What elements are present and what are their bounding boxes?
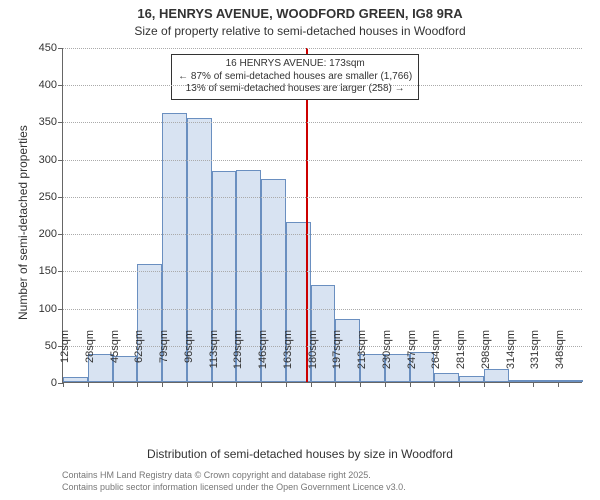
y-axis-label: Number of semi-detached properties [16,125,30,320]
chart-title-line1: 16, HENRYS AVENUE, WOODFORD GREEN, IG8 9… [0,6,600,21]
ytick-label: 100 [39,303,63,315]
plot-area: 16 HENRYS AVENUE: 173sqm ← 87% of semi-d… [62,48,582,383]
xtick-label: 28sqm [84,330,96,390]
xtick-label: 264sqm [430,330,442,390]
footer-attribution: Contains HM Land Registry data © Crown c… [0,470,600,493]
xtick-label: 62sqm [133,330,145,390]
gridline [63,309,582,310]
gridline [63,197,582,198]
chart-title-line2: Size of property relative to semi-detach… [0,24,600,38]
footer-line2: Contains public sector information licen… [62,482,600,494]
xtick-label: 213sqm [356,330,368,390]
annotation-box: 16 HENRYS AVENUE: 173sqm ← 87% of semi-d… [171,54,419,100]
xtick-label: 129sqm [232,330,244,390]
xtick-label: 180sqm [307,330,319,390]
ytick-label: 400 [39,79,63,91]
x-axis-label: Distribution of semi-detached houses by … [0,447,600,461]
xtick-label: 163sqm [282,330,294,390]
ytick-label: 200 [39,228,63,240]
property-size-histogram: 16, HENRYS AVENUE, WOODFORD GREEN, IG8 9… [0,0,600,500]
gridline [63,85,582,86]
xtick-label: 331sqm [529,330,541,390]
annotation-line1: 16 HENRYS AVENUE: 173sqm [178,58,412,71]
xtick-label: 230sqm [381,330,393,390]
xtick-label: 197sqm [331,330,343,390]
xtick-label: 146sqm [257,330,269,390]
xtick-label: 281sqm [455,330,467,390]
ytick-label: 150 [39,265,63,277]
gridline [63,122,582,123]
xtick-label: 348sqm [554,330,566,390]
ytick-label: 350 [39,116,63,128]
xtick-label: 45sqm [109,330,121,390]
footer-line1: Contains HM Land Registry data © Crown c… [62,470,600,482]
xtick-label: 113sqm [208,330,220,390]
gridline [63,48,582,49]
xtick-label: 79sqm [158,330,170,390]
ytick-label: 300 [39,154,63,166]
xtick-label: 12sqm [59,330,71,390]
xtick-label: 298sqm [480,330,492,390]
annotation-line2: ← 87% of semi-detached houses are smalle… [178,71,412,84]
ytick-label: 250 [39,191,63,203]
ytick-label: 450 [39,42,63,54]
xtick-label: 96sqm [183,330,195,390]
gridline [63,234,582,235]
gridline [63,160,582,161]
xtick-label: 247sqm [406,330,418,390]
xtick-label: 314sqm [505,330,517,390]
gridline [63,271,582,272]
